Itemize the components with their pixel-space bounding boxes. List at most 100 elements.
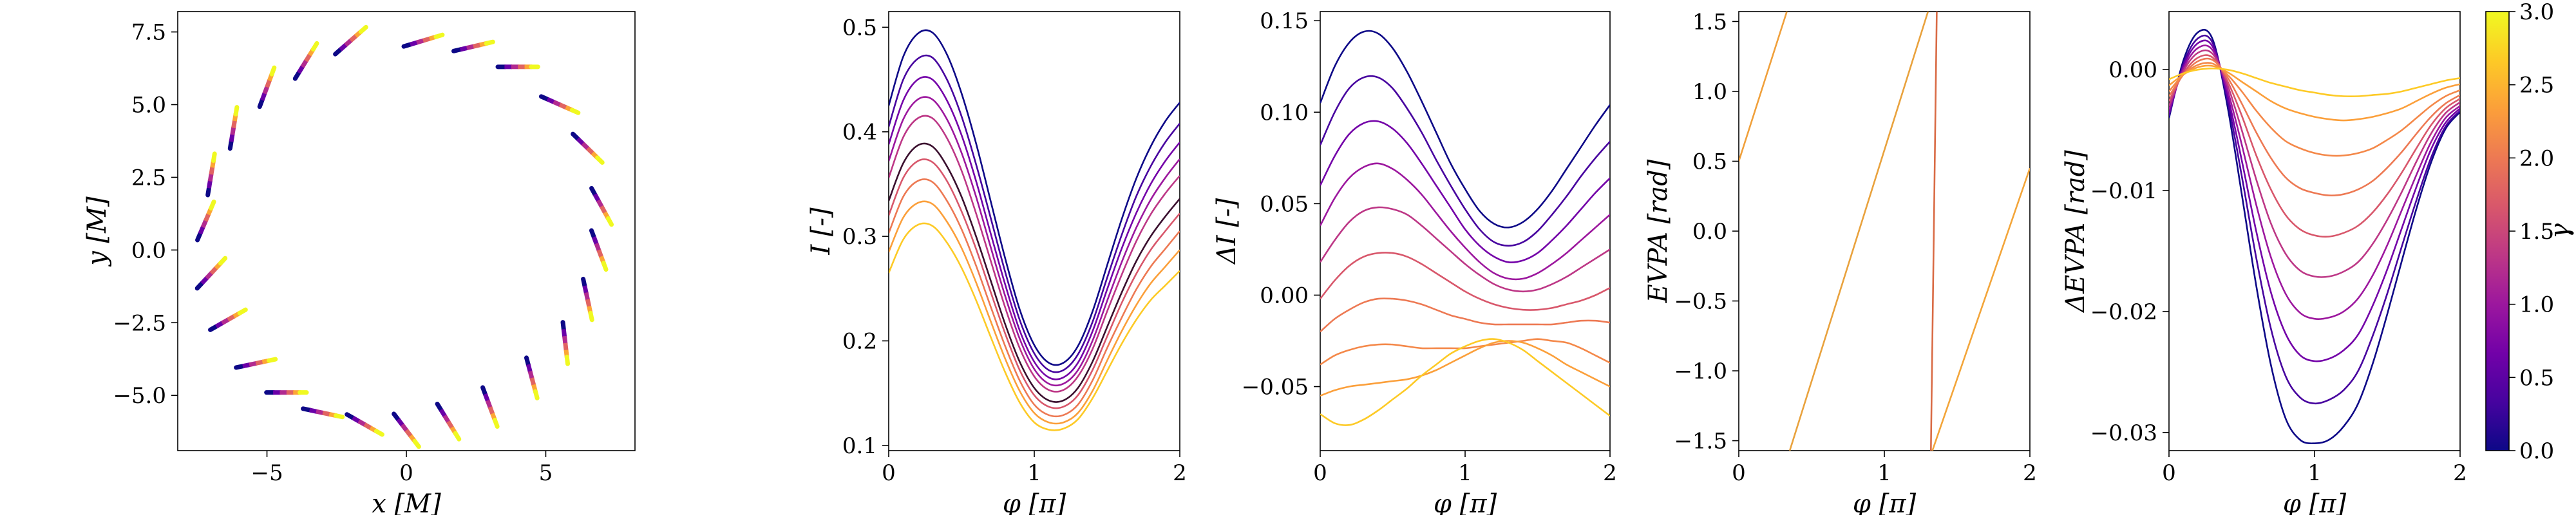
segment-piece	[585, 146, 595, 156]
segment-piece	[569, 108, 581, 115]
segment-piece	[524, 355, 531, 368]
segment-piece	[230, 126, 236, 135]
segment-piece	[591, 236, 599, 245]
x-axis-label: φ [π]	[1853, 489, 1917, 515]
segment-piece	[480, 385, 488, 397]
x-tick-label: 0	[1313, 460, 1327, 486]
y-tick-label: 0.00	[2108, 57, 2157, 83]
series-line	[1320, 162, 1610, 281]
segment-piece	[582, 285, 589, 294]
polarization-segment	[333, 24, 368, 57]
segment-piece	[596, 199, 604, 209]
segment-piece	[242, 362, 251, 369]
y-tick-label: 5.0	[131, 93, 166, 118]
series-line	[2169, 49, 2460, 278]
y-tick-label: 2.5	[131, 165, 166, 191]
segment-piece	[473, 42, 482, 49]
segment-piece	[262, 85, 270, 95]
series-line	[1320, 340, 1610, 397]
segment-piece	[605, 216, 614, 227]
segment-piece	[233, 105, 240, 117]
segment-piece	[446, 420, 455, 429]
series-layer	[2169, 28, 2460, 445]
y-tick-label: 0.05	[1260, 191, 1309, 217]
series-line	[889, 142, 1180, 403]
segment-piece	[205, 185, 212, 198]
segment-piece	[599, 205, 607, 214]
series-line	[889, 222, 1180, 431]
series-line	[2169, 57, 2460, 196]
segment-piece	[357, 419, 366, 427]
segment-piece	[404, 429, 413, 438]
segment-piece	[466, 44, 475, 50]
segment-piece	[249, 360, 258, 368]
segment-piece	[527, 370, 535, 380]
segment-piece	[409, 40, 419, 47]
segment-piece	[581, 276, 587, 289]
segment-piece	[451, 47, 464, 53]
segment-piece	[209, 200, 216, 211]
polarization-segment	[560, 320, 571, 366]
y-tick-label: 0.15	[1260, 8, 1309, 34]
segment-piece	[483, 393, 490, 402]
segment-piece	[596, 249, 604, 258]
x-tick-label: 0	[1732, 460, 1746, 486]
segment-piece	[206, 180, 213, 189]
y-tick-label: −1.5	[1674, 429, 1727, 454]
panel-4: 0 1 2 −1.5 −1.0 −0.5 0.0 0.5 1.0 1.5 φ [π] EVPA [ra…	[1643, 9, 2037, 515]
segment-piece	[601, 261, 609, 272]
colorbar-label: γ	[2545, 223, 2575, 239]
segment-piece	[485, 399, 493, 409]
series-line	[889, 115, 1180, 393]
plot-frame	[177, 11, 636, 451]
y-tick-label: −0.05	[1242, 375, 1309, 400]
y-axis-label: EVPA [rad]	[1643, 159, 1673, 303]
y-tick-label: 0.4	[842, 120, 877, 145]
y-tick-label: 7.5	[131, 20, 166, 46]
segment-piece	[492, 417, 500, 429]
segment-piece	[589, 228, 597, 240]
polarization-segment	[451, 39, 495, 53]
segment-piece	[292, 70, 302, 81]
series-line	[889, 200, 1180, 425]
segment-piece	[304, 53, 312, 62]
segment-piece	[344, 38, 353, 47]
polarization-segment	[257, 65, 277, 109]
segment-piece	[200, 219, 209, 229]
segment-piece	[310, 41, 319, 52]
series-line	[889, 96, 1180, 387]
segment-piece	[211, 151, 217, 164]
panel-2: 0 1 2 0.1 0.2 0.3 0.4 0.5 φ [π] I [-]	[806, 11, 1187, 515]
series-line	[1320, 338, 1610, 426]
segment-piece	[433, 32, 445, 39]
polarization-segment	[301, 406, 345, 420]
segment-piece	[352, 415, 361, 424]
segment-piece	[214, 321, 224, 329]
segment-piece	[237, 307, 248, 315]
panel-3: 0 1 2 −0.05 0.00 0.05 0.10 0.15 φ [π] ΔI [-]	[1212, 8, 1617, 515]
polarization-segment	[205, 151, 217, 198]
colorbar-tick-label: 3.0	[2519, 0, 2554, 25]
segment-piece	[231, 120, 238, 129]
segment-piece	[267, 357, 278, 363]
segment-piece	[257, 97, 265, 109]
x-tick-label: 1	[1458, 460, 1472, 486]
series-line	[889, 158, 1180, 409]
segment-piece	[204, 212, 211, 222]
plot-frame	[888, 11, 1180, 451]
polarization-segment	[589, 228, 609, 272]
x-tick-label: 0	[882, 460, 896, 486]
segment-piece	[459, 45, 468, 52]
polarization-segment	[208, 307, 248, 332]
series-line	[889, 54, 1180, 373]
plot-frame	[1738, 11, 2031, 451]
segment-piece	[546, 97, 556, 105]
x-tick-label: 0	[399, 460, 413, 486]
segment-piece	[208, 324, 220, 332]
segment-piece	[309, 407, 317, 414]
segment-piece	[594, 243, 601, 252]
segment-piece	[218, 256, 228, 266]
polarization-segment	[194, 256, 228, 291]
segment-piece	[422, 36, 431, 43]
segment-piece	[316, 409, 325, 415]
